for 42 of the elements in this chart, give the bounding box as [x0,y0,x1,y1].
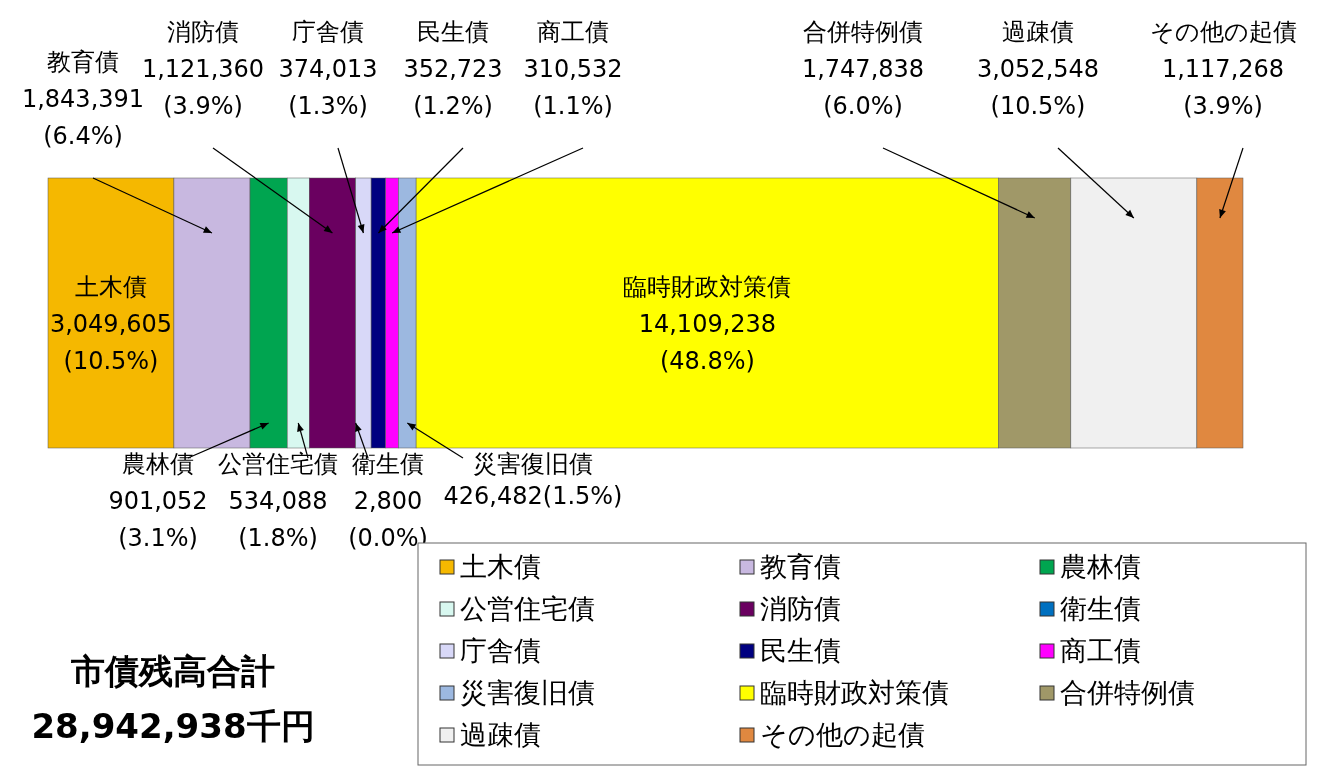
legend-label: 衛生債 [1060,593,1141,624]
legend-label: 庁舎債 [460,635,541,666]
text: 衛生債 [352,450,424,478]
text: 消防債 [167,18,239,46]
legend-label: 災害復旧債 [460,677,595,708]
legend-label: 農林債 [1060,551,1141,582]
data-label: 1,747,838 (6.0%) [801,55,925,120]
data-label: 426,482(1.5%) [443,482,623,510]
data-label: 3,052,548 (10.5%) [976,55,1100,120]
text: 災害復旧債 [473,450,593,478]
legend-label: その他の起債 [760,719,925,750]
legend-label: 公営住宅債 [460,593,595,624]
text: 公営住宅債 [218,450,338,478]
legend-label: 商工債 [1060,635,1141,666]
data-label: 2,800 (0.0%) [348,487,428,552]
text: 臨時財政対策債 [760,677,949,708]
legend-label: 民生債 [760,635,841,666]
data-label: 1,117,268 (3.9%) [1161,55,1285,120]
data-label: 310,532 (1.1%) [523,55,623,120]
text: 28,942,938千円 [31,706,315,746]
data-label: 14,109,238 (48.8%) [638,310,777,375]
text: 過疎債 [1002,18,1074,46]
text: 市債残高合計 [70,651,275,691]
text: 庁舎債 [292,18,364,46]
legend-label: 教育債 [760,551,841,582]
data-label: 901,052 (3.1%) [108,487,208,552]
data-label: 352,723 (1.2%) [403,55,503,120]
legend-label: 合併特例債 [1060,677,1195,708]
text: 民生債 [417,18,489,46]
text: 土木債 [75,273,147,301]
series-label: 臨時財政対策債 [623,273,792,301]
text: その他の起債 [1149,18,1297,46]
text: 商工債 [537,18,609,46]
data-label: 3,049,605 (10.5%) [49,310,173,375]
legend-label: 土木債 [460,551,541,582]
text: 農林債 [122,450,194,478]
legend-label: 過疎債 [460,719,541,750]
text: 教育債 [47,48,119,76]
legend-label: 消防債 [760,593,841,624]
data-label: 534,088 (1.8%) [228,487,328,552]
data-label: 374,013 (1.3%) [278,55,378,120]
text: 合併特例債 [803,18,923,46]
